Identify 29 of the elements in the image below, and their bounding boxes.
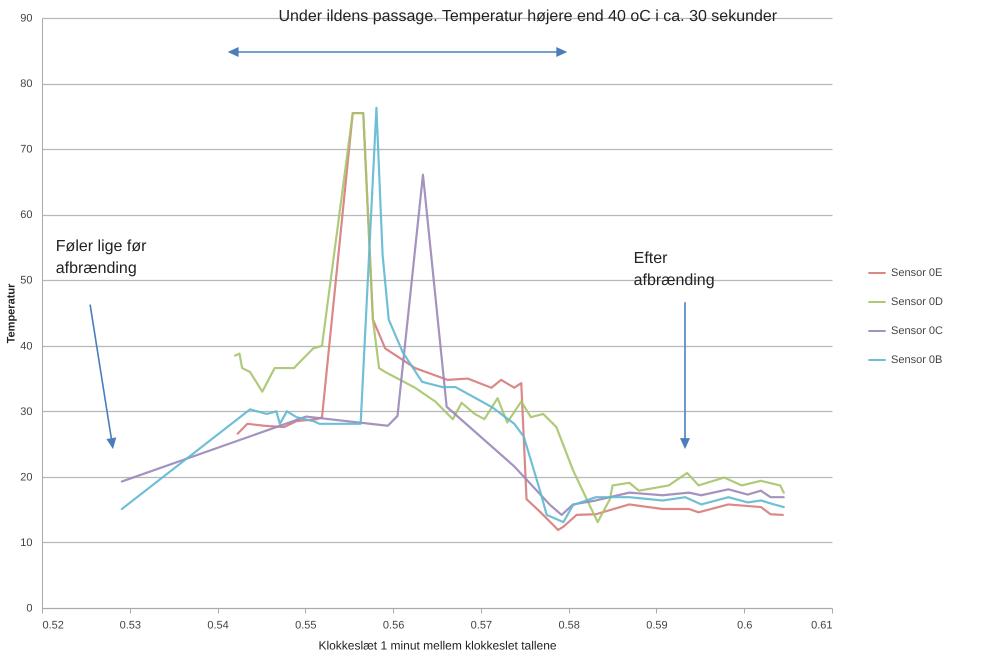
x-tick-label: 0.56 (382, 620, 404, 632)
legend-label: Sensor 0D (891, 296, 944, 308)
y-tick-label: 30 (20, 406, 32, 418)
x-tick-label: 0.61 (811, 620, 832, 632)
y-tick-label: 10 (20, 536, 32, 549)
y-tick-label: 40 (20, 340, 32, 352)
y-tick-label: 20 (20, 471, 32, 484)
y-tick-label: 80 (20, 78, 32, 90)
legend-label: Sensor 0C (891, 325, 944, 337)
y-tick-label: 50 (20, 274, 32, 287)
y-tick-label: 70 (20, 144, 32, 156)
x-tick-label: 0.52 (42, 620, 64, 632)
annotation: Føler lige før afbrænding (56, 237, 148, 280)
x-tick-label: 0.58 (558, 620, 580, 632)
x-tick-label: 0.55 (295, 620, 317, 632)
x-axis-title: Klokkeslæt 1 minut mellem klokkeslet tallene (318, 638, 557, 652)
annotation: Under ildens passage. Temperatur højere end 40 oC i ca. 30 sekunder (278, 7, 778, 27)
x-tick-label: 0.53 (120, 620, 141, 632)
x-tick-label: 0.59 (646, 620, 668, 632)
y-tick-label: 0 (26, 602, 32, 614)
annotation: Efter afbrænding (634, 248, 716, 291)
legend-label: Sensor 0B (891, 354, 942, 366)
x-tick-label: 0.54 (207, 620, 229, 632)
x-tick-label: 0.6 (737, 620, 752, 632)
y-axis-title: Temperatur (5, 282, 18, 344)
y-tick-label: 90 (20, 12, 32, 24)
x-tick-label: 0.57 (470, 620, 492, 632)
legend-label: Sensor 0E (891, 267, 942, 279)
y-tick-label: 60 (20, 209, 32, 222)
